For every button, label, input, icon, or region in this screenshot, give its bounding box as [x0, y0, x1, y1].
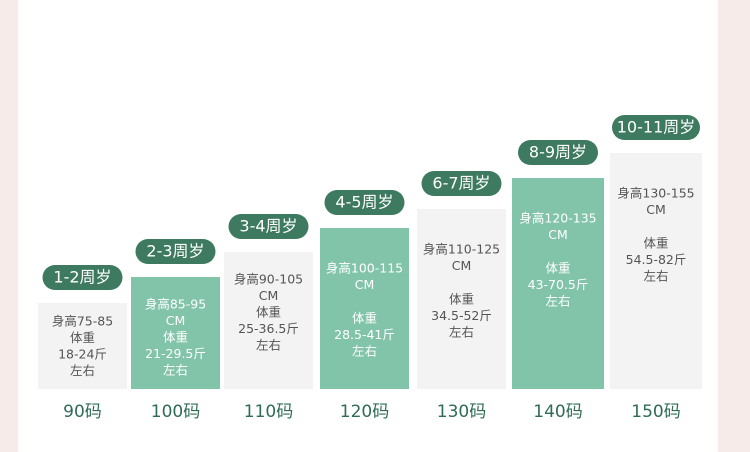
weight-text: 34.5-52斤	[431, 308, 492, 323]
height-text: 身高90-105	[234, 272, 303, 287]
height-text: CM	[355, 277, 375, 292]
age-badge	[518, 140, 598, 165]
size-label: 100码	[151, 402, 200, 422]
weight-text: 左右	[163, 363, 188, 378]
height-text: CM	[548, 227, 568, 242]
size-column	[512, 178, 604, 389]
height-text: 身高85-95	[145, 297, 206, 312]
height-text: CM	[259, 288, 279, 303]
weight-text: 左右	[545, 294, 570, 309]
size-column	[224, 252, 313, 389]
height-text: 身高120-135	[519, 211, 596, 226]
age-badge	[421, 171, 502, 196]
age-label: 3-4周岁	[239, 217, 297, 236]
size-column	[417, 209, 506, 389]
age-label: 10-11周岁	[617, 118, 696, 137]
weight-text: 体重	[643, 236, 668, 251]
height-text: 身高110-125	[423, 242, 500, 257]
weight-text: 21-29.5斤	[145, 346, 206, 361]
size-column	[38, 303, 127, 389]
size-column	[610, 153, 702, 389]
size-column	[320, 228, 409, 389]
weight-text: 体重	[352, 311, 377, 326]
age-label: 2-3周岁	[146, 242, 204, 261]
size-label: 120码	[340, 402, 389, 422]
weight-text: 25-36.5斤	[238, 321, 299, 336]
height-text: CM	[646, 202, 666, 217]
size-label: 110码	[244, 402, 293, 422]
size-label: 140码	[533, 402, 582, 422]
weight-text: 54.5-82斤	[626, 252, 687, 267]
weight-text: 左右	[449, 325, 474, 340]
height-text: CM	[166, 313, 186, 328]
weight-text: 体重	[256, 305, 281, 320]
weight-text: 18-24斤	[58, 347, 107, 362]
height-text: CM	[452, 258, 472, 273]
weight-text: 体重	[70, 330, 95, 345]
age-label: 1-2周岁	[53, 268, 111, 287]
age-label: 8-9周岁	[529, 143, 587, 162]
age-label: 4-5周岁	[335, 193, 393, 212]
weight-text: 28.5-41斤	[334, 327, 395, 342]
weight-text: 体重	[163, 330, 188, 345]
age-badge	[324, 190, 405, 215]
size-column	[131, 277, 220, 389]
age-label: 6-7周岁	[432, 174, 490, 193]
height-text: 身高130-155	[617, 186, 694, 201]
height-text: 身高100-115	[326, 261, 403, 276]
size-label: 90码	[63, 402, 102, 422]
age-badge	[228, 214, 309, 239]
age-badge	[135, 239, 216, 264]
age-badge	[42, 265, 123, 290]
weight-text: 43-70.5斤	[528, 277, 589, 292]
weight-text: 体重	[545, 261, 570, 276]
weight-text: 左右	[352, 344, 377, 359]
size-label: 150码	[631, 402, 680, 422]
weight-text: 左右	[643, 269, 668, 284]
weight-text: 左右	[256, 338, 281, 353]
weight-text: 左右	[70, 363, 95, 378]
age-badge	[612, 115, 700, 140]
height-text: 身高75-85	[52, 314, 113, 329]
weight-text: 体重	[449, 292, 474, 307]
size-label: 130码	[437, 402, 486, 422]
